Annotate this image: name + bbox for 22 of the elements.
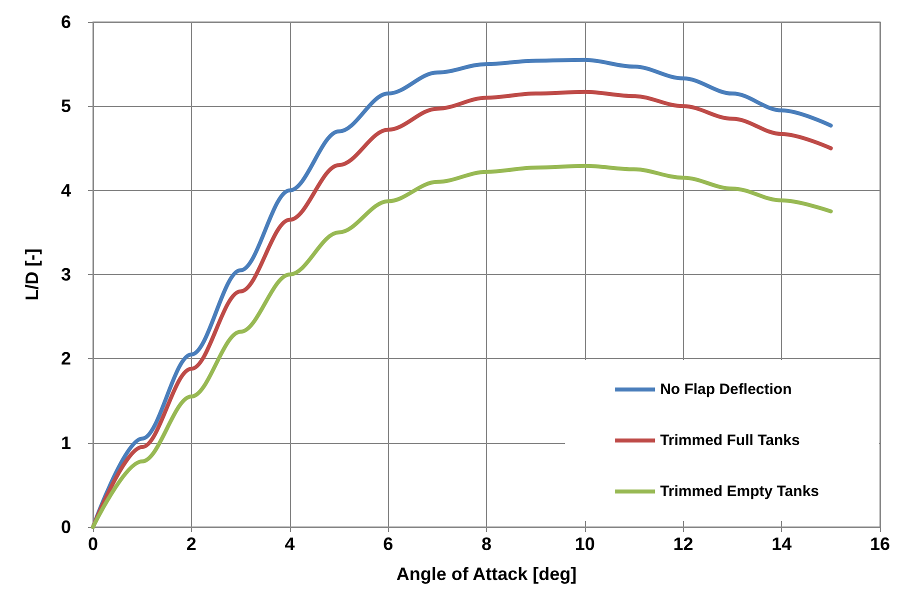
- legend-label: No Flap Deflection: [660, 381, 792, 398]
- x-tick-label: 14: [772, 534, 792, 554]
- y-axis-title: L/D [-]: [22, 248, 42, 300]
- x-tick-label: 4: [284, 534, 295, 554]
- x-tick-label: 8: [481, 534, 492, 554]
- y-tick-label: 6: [60, 12, 71, 32]
- y-tick-label: 3: [60, 264, 71, 284]
- x-axis-title: Angle of Attack [deg]: [396, 564, 577, 584]
- x-tick-label: 16: [870, 534, 890, 554]
- x-tick-label: 12: [673, 534, 694, 554]
- y-tick-label: 5: [60, 96, 71, 116]
- y-tick-label: 1: [60, 432, 71, 453]
- x-tick-label: 6: [383, 534, 394, 554]
- y-tick-label: 0: [60, 517, 71, 537]
- y-tick-label: 4: [60, 180, 71, 200]
- x-tick-label: 10: [574, 534, 595, 554]
- legend-label: Trimmed Empty Tanks: [660, 483, 819, 500]
- x-tick-label: 0: [88, 534, 98, 554]
- y-tick-label: 2: [60, 348, 71, 369]
- legend-label: Trimmed Full Tanks: [660, 432, 800, 449]
- line-series: [91, 164, 833, 529]
- x-tick-label: 2: [186, 534, 196, 554]
